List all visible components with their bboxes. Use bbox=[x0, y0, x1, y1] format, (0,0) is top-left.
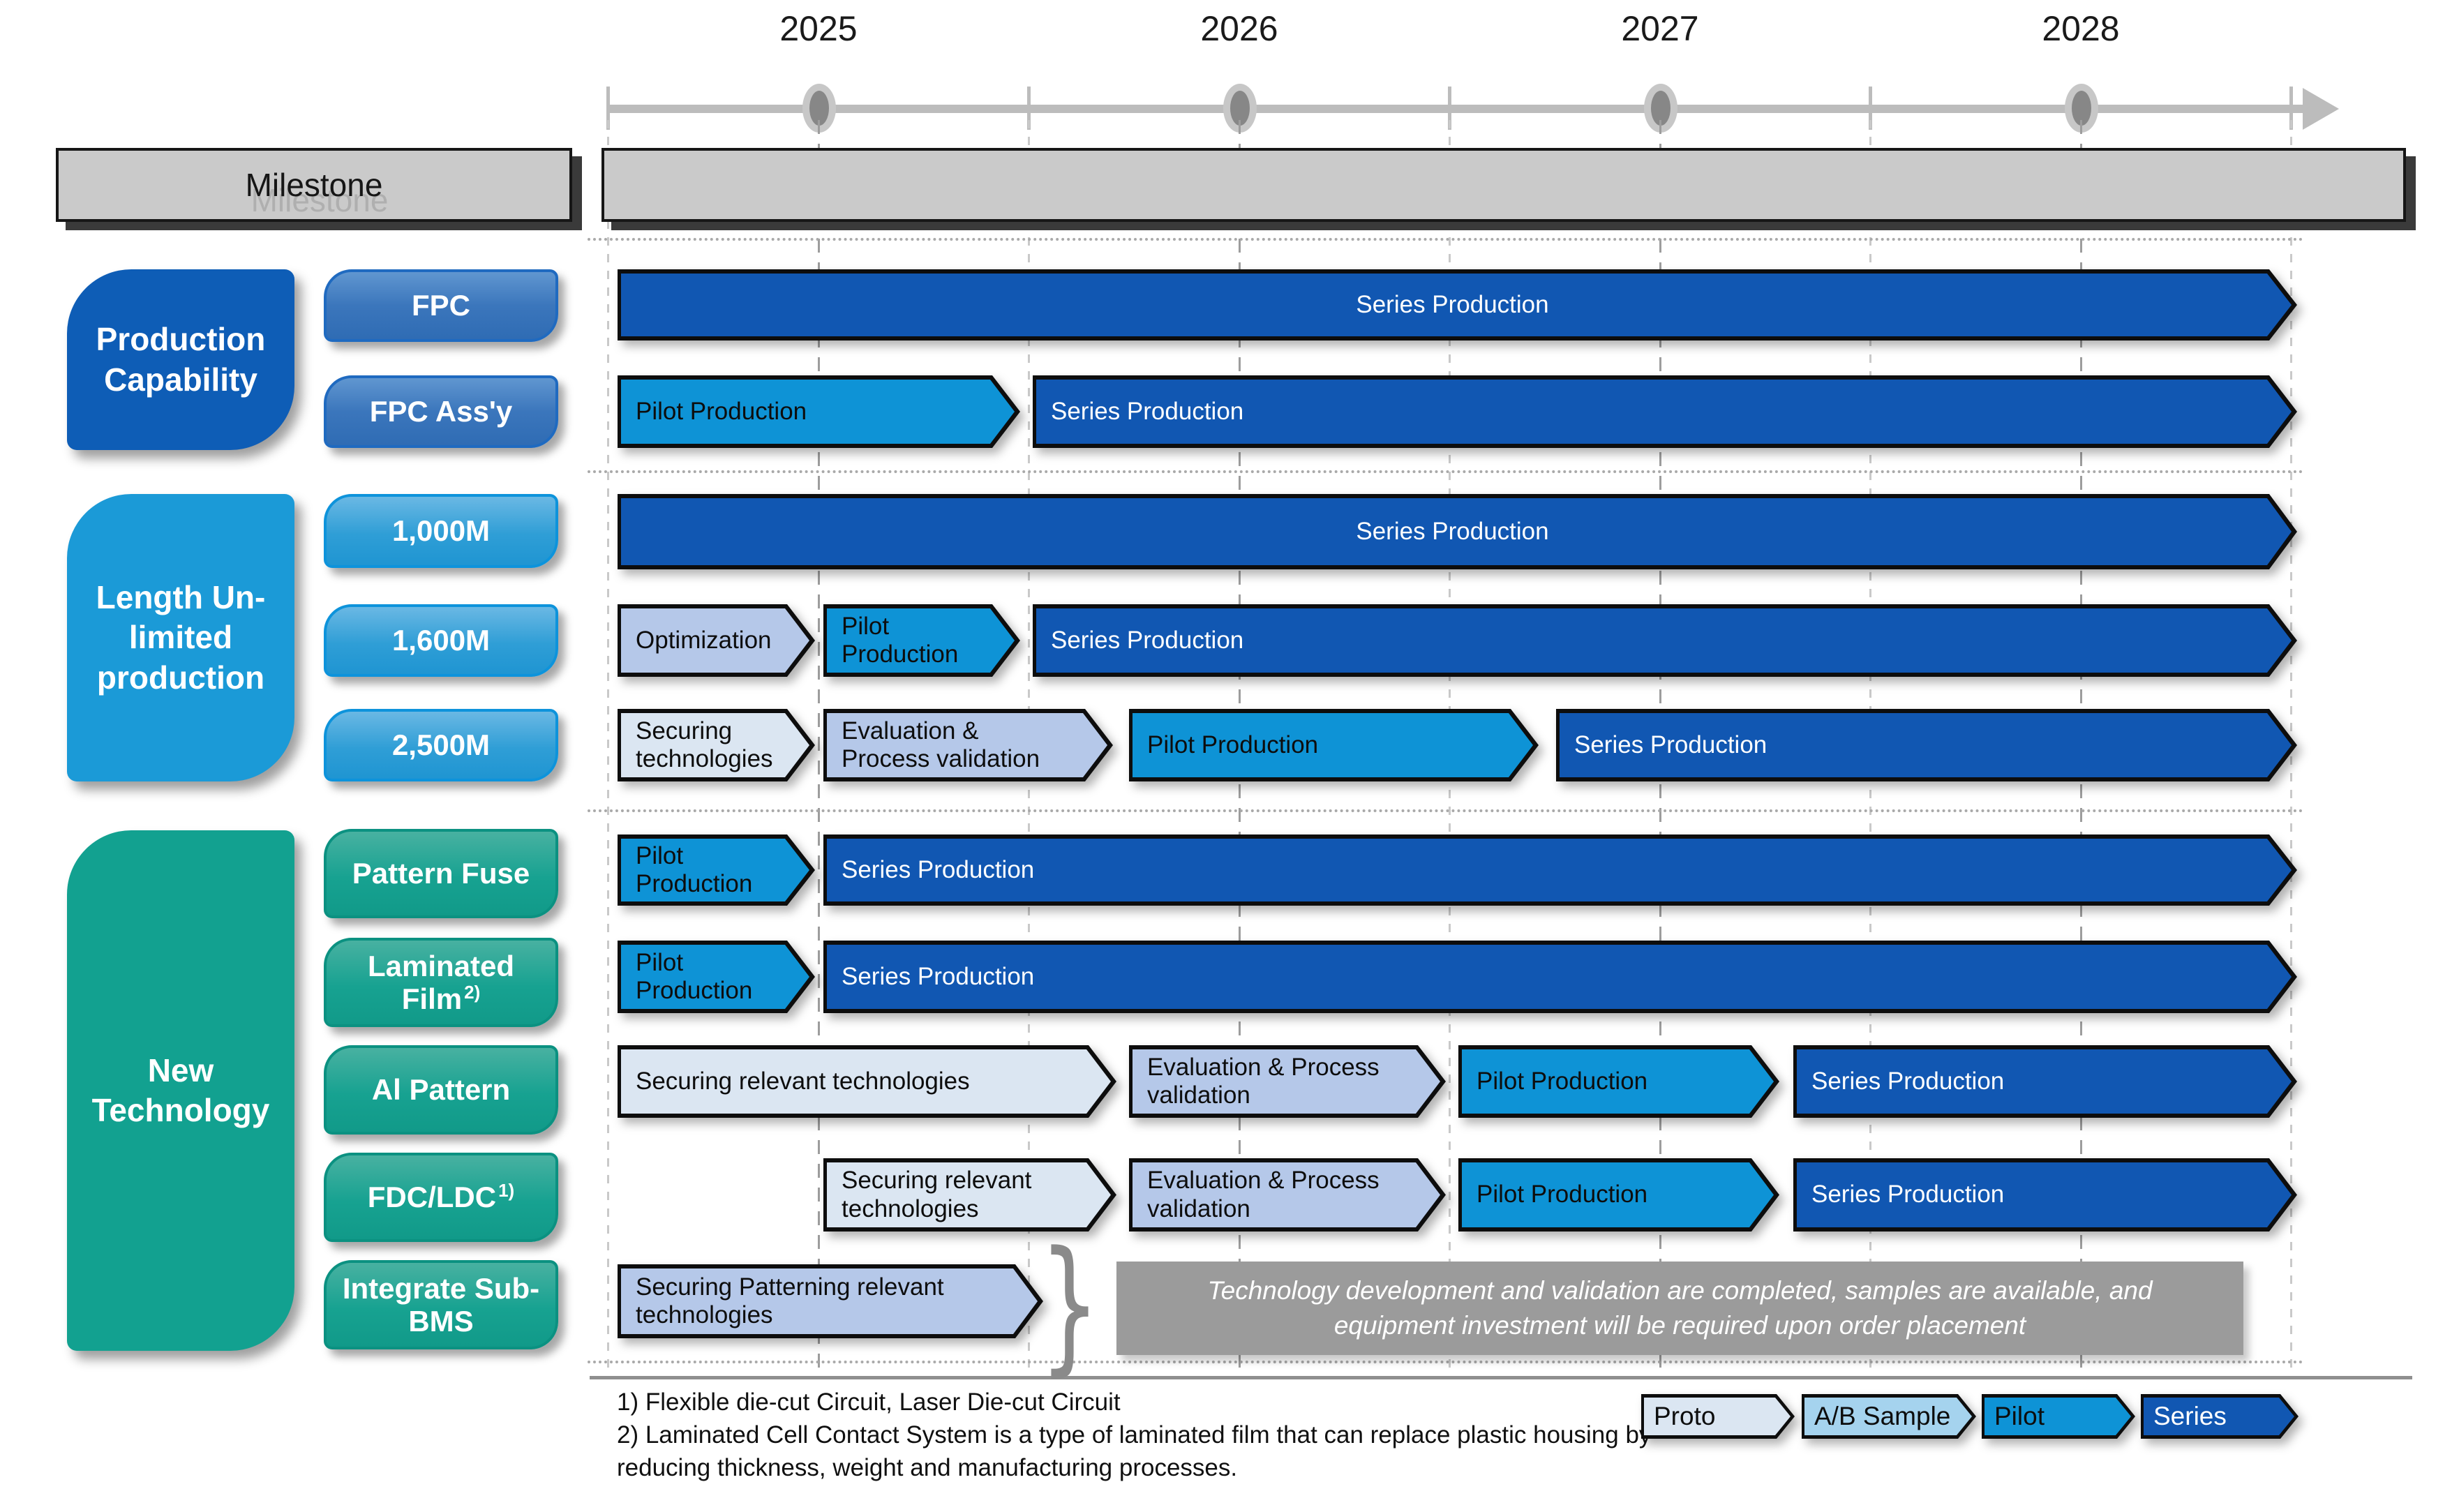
milestone-track bbox=[601, 148, 2406, 222]
seg-2500m-series-production: Series Production bbox=[1556, 709, 2297, 781]
item-button-al-pattern: Al Pattern bbox=[324, 1045, 558, 1135]
item-button-1000m: 1,000M bbox=[324, 494, 558, 568]
item-button-fpc: FPC bbox=[324, 269, 558, 342]
seg-1600m-pilot-production: Pilot Production bbox=[823, 604, 1020, 677]
section-separator bbox=[588, 238, 2304, 241]
seg-1600m-optimization: Optimization bbox=[618, 604, 815, 677]
milestone-title: Milestone bbox=[245, 167, 383, 203]
legend-item-ab-sample: A/B Sample bbox=[1802, 1394, 1976, 1439]
footnotes: 1) Flexible die-cut Circuit, Laser Die-c… bbox=[617, 1386, 1761, 1484]
timeline-axis bbox=[608, 105, 2306, 113]
timeline-tick bbox=[2289, 87, 2293, 130]
curly-brace-icon: } bbox=[1039, 1220, 1100, 1390]
category-label: Length Un-limited production bbox=[96, 578, 266, 696]
technology-note-box: Technology development and validation ar… bbox=[1116, 1262, 2243, 1355]
timeline-arrowhead-icon bbox=[2303, 88, 2339, 130]
seg-al-pattern-pilot-production: Pilot Production bbox=[1458, 1045, 1779, 1118]
seg-fpc-assy-pilot-production: Pilot Production bbox=[618, 375, 1020, 448]
milestone-reflection: Milestone bbox=[251, 182, 389, 218]
category-production-capability: Production Capability bbox=[67, 269, 294, 450]
gridline-minor bbox=[607, 120, 609, 1375]
category-label: Production Capability bbox=[96, 321, 266, 398]
item-button-fdc-ldc: FDC/LDC 1) bbox=[324, 1153, 558, 1242]
seg-laminated-film-pilot-production: Pilot Production bbox=[618, 941, 815, 1013]
legend-item-proto: Proto bbox=[1641, 1394, 1795, 1439]
category-new-technology: New Technology bbox=[67, 830, 294, 1351]
footnote-line: 2) Laminated Cell Contact System is a ty… bbox=[617, 1421, 1652, 1449]
year-label-2025: 2025 bbox=[779, 9, 858, 48]
timeline-tick bbox=[1869, 87, 1872, 130]
seg-fpc-series-production: Series Production bbox=[618, 269, 2297, 340]
seg-al-pattern-series-production: Series Production bbox=[1793, 1045, 2297, 1118]
footnote-line: reducing thickness, weight and manufactu… bbox=[617, 1454, 1238, 1481]
year-label-2028: 2028 bbox=[2042, 9, 2120, 48]
footer-separator bbox=[590, 1376, 2412, 1379]
item-button-2500m: 2,500M bbox=[324, 709, 558, 781]
year-label-2026: 2026 bbox=[1200, 9, 1278, 48]
seg-fdc-ldc-securing-relevant-technologies: Securing relevant technologies bbox=[823, 1158, 1116, 1232]
seg-laminated-film-series-production: Series Production bbox=[823, 941, 2297, 1013]
seg-al-pattern-evaluation-process-validation: Evaluation & Process validation bbox=[1129, 1045, 1446, 1118]
seg-2500m-evaluation-process-validation: Evaluation & Process validation bbox=[823, 709, 1113, 781]
timeline-tick bbox=[1027, 87, 1031, 130]
seg-fpc-assy-series-production: Series Production bbox=[1033, 375, 2297, 448]
seg-pattern-fuse-pilot-production: Pilot Production bbox=[618, 834, 815, 906]
item-button-fpc-assy: FPC Ass'y bbox=[324, 375, 558, 448]
seg-1600m-series-production: Series Production bbox=[1033, 604, 2297, 677]
seg-fdc-ldc-series-production: Series Production bbox=[1793, 1158, 2297, 1232]
item-button-pattern-fuse: Pattern Fuse bbox=[324, 829, 558, 918]
category-length-unlimited-production: Length Un-limited production bbox=[67, 494, 294, 781]
legend-item-pilot: Pilot bbox=[1982, 1394, 2135, 1439]
section-separator bbox=[588, 809, 2304, 812]
category-label: New Technology bbox=[91, 1051, 270, 1129]
seg-2500m-pilot-production: Pilot Production bbox=[1129, 709, 1539, 781]
seg-pattern-fuse-series-production: Series Production bbox=[823, 834, 2297, 906]
legend-item-series: Series bbox=[2141, 1394, 2299, 1439]
timeline-tick bbox=[606, 87, 610, 130]
year-label-2027: 2027 bbox=[1621, 9, 1699, 48]
seg-2500m-securing-technologies: Securing technologies bbox=[618, 709, 815, 781]
gridline-major bbox=[818, 120, 820, 1375]
seg-fdc-ldc-evaluation-process-validation: Evaluation & Process validation bbox=[1129, 1158, 1446, 1232]
item-button-laminated-film: Laminated Film 2) bbox=[324, 938, 558, 1027]
timeline-tick bbox=[1448, 87, 1451, 130]
seg-integrate-sub-bms-securing-patterning: Securing Patterning relevant technologie… bbox=[618, 1264, 1043, 1338]
footnote-line: 1) Flexible die-cut Circuit, Laser Die-c… bbox=[617, 1389, 1121, 1416]
section-separator bbox=[588, 470, 2304, 473]
seg-fdc-ldc-pilot-production: Pilot Production bbox=[1458, 1158, 1779, 1232]
milestone-title-box: Milestone Milestone bbox=[56, 148, 572, 222]
item-button-1600m: 1,600M bbox=[324, 604, 558, 677]
item-button-integrate-sub-bms: Integrate Sub-BMS bbox=[324, 1260, 558, 1349]
section-separator bbox=[588, 1361, 2304, 1363]
seg-1000m-series-production: Series Production bbox=[618, 494, 2297, 569]
seg-al-pattern-securing-relevant-technologies: Securing relevant technologies bbox=[618, 1045, 1116, 1118]
